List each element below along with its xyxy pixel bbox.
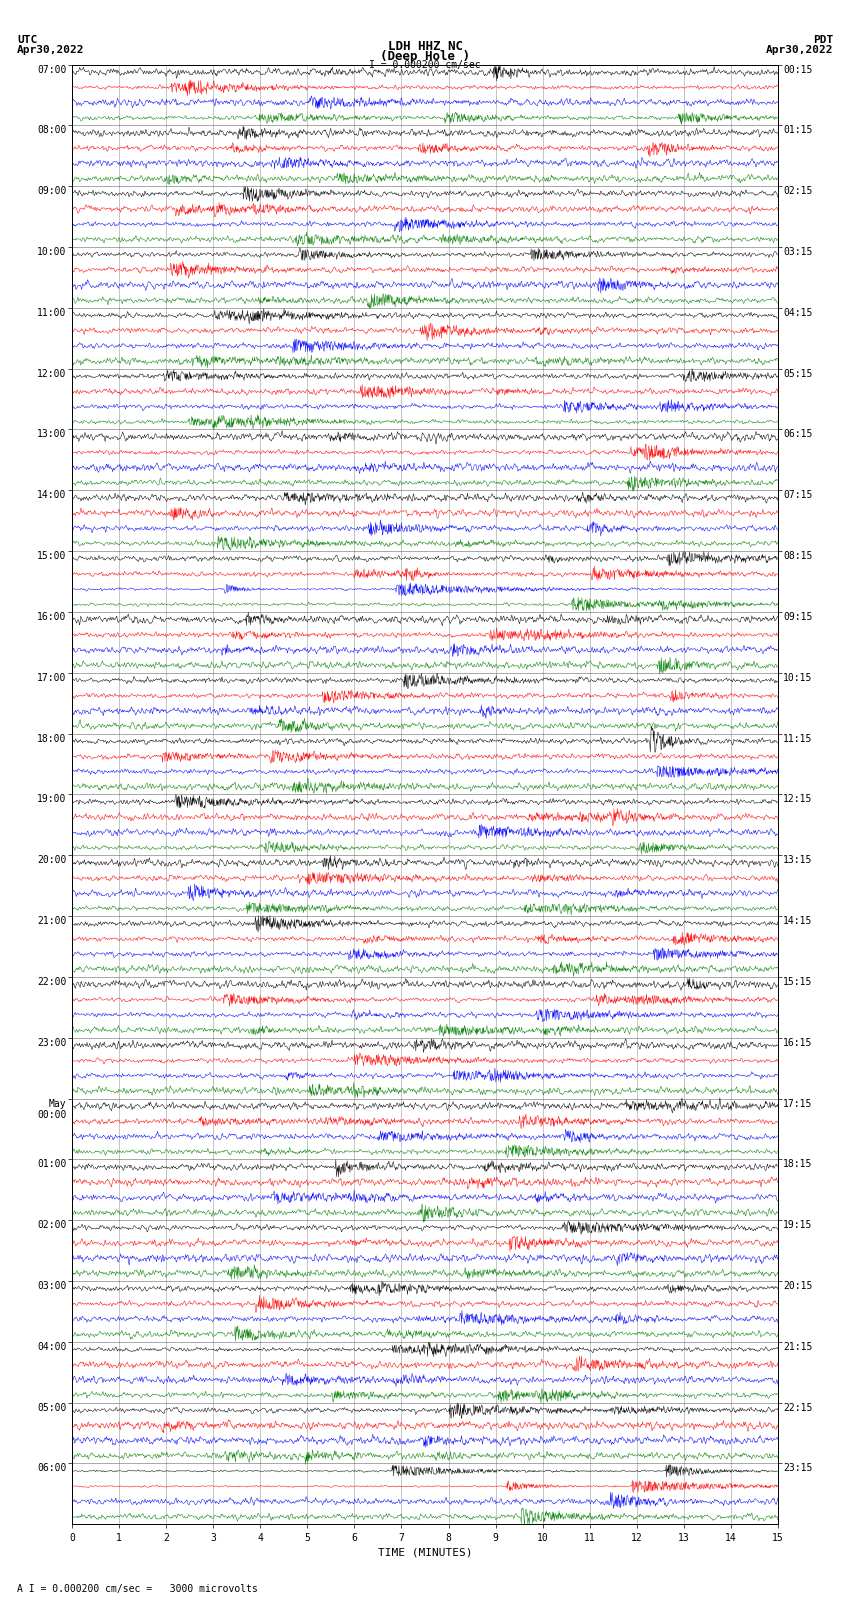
Text: I = 0.000200 cm/sec: I = 0.000200 cm/sec [369,60,481,69]
Text: PDT: PDT [813,35,833,45]
Text: UTC: UTC [17,35,37,45]
Text: LDH HHZ NC: LDH HHZ NC [388,40,462,53]
Text: A I = 0.000200 cm/sec =   3000 microvolts: A I = 0.000200 cm/sec = 3000 microvolts [17,1584,258,1594]
Text: Apr30,2022: Apr30,2022 [766,45,833,55]
Text: Apr30,2022: Apr30,2022 [17,45,84,55]
X-axis label: TIME (MINUTES): TIME (MINUTES) [377,1547,473,1558]
Text: (Deep Hole ): (Deep Hole ) [380,50,470,63]
